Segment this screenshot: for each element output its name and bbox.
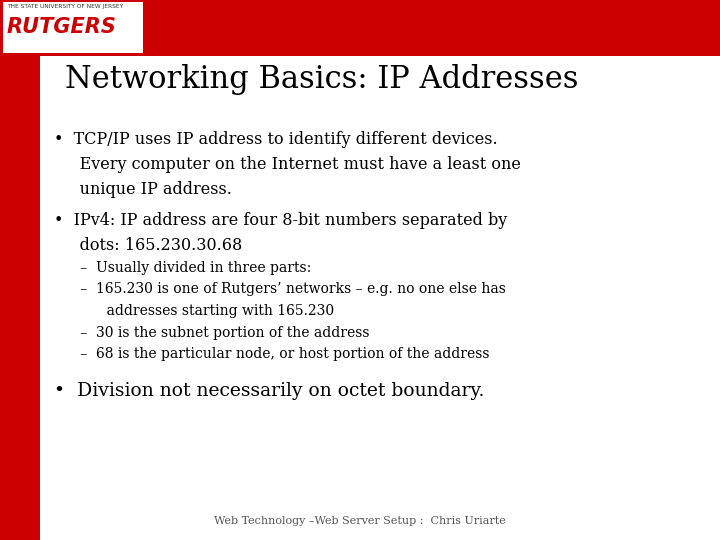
Text: –  165.230 is one of Rutgers’ networks – e.g. no one else has: – 165.230 is one of Rutgers’ networks – … bbox=[54, 282, 506, 296]
Text: –  68 is the particular node, or host portion of the address: – 68 is the particular node, or host por… bbox=[54, 347, 490, 361]
Text: •  TCP/IP uses IP address to identify different devices.: • TCP/IP uses IP address to identify dif… bbox=[54, 131, 498, 148]
Text: THE STATE UNIVERSITY OF NEW JERSEY: THE STATE UNIVERSITY OF NEW JERSEY bbox=[7, 4, 123, 9]
Text: Web Technology –Web Server Setup :  Chris Uriarte: Web Technology –Web Server Setup : Chris… bbox=[214, 516, 506, 526]
Text: Every computer on the Internet must have a least one: Every computer on the Internet must have… bbox=[54, 156, 521, 173]
Text: dots: 165.230.30.68: dots: 165.230.30.68 bbox=[54, 237, 242, 254]
Text: unique IP address.: unique IP address. bbox=[54, 181, 232, 198]
Text: –  Usually divided in three parts:: – Usually divided in three parts: bbox=[54, 261, 311, 275]
Text: –  30 is the subnet portion of the address: – 30 is the subnet portion of the addres… bbox=[54, 326, 369, 340]
Text: Networking Basics: IP Addresses: Networking Basics: IP Addresses bbox=[65, 64, 578, 94]
Text: addresses starting with 165.230: addresses starting with 165.230 bbox=[54, 304, 334, 318]
Text: •  Division not necessarily on octet boundary.: • Division not necessarily on octet boun… bbox=[54, 382, 485, 400]
Text: RUTGERS: RUTGERS bbox=[6, 17, 117, 37]
Text: •  IPv4: IP address are four 8-bit numbers separated by: • IPv4: IP address are four 8-bit number… bbox=[54, 212, 508, 229]
